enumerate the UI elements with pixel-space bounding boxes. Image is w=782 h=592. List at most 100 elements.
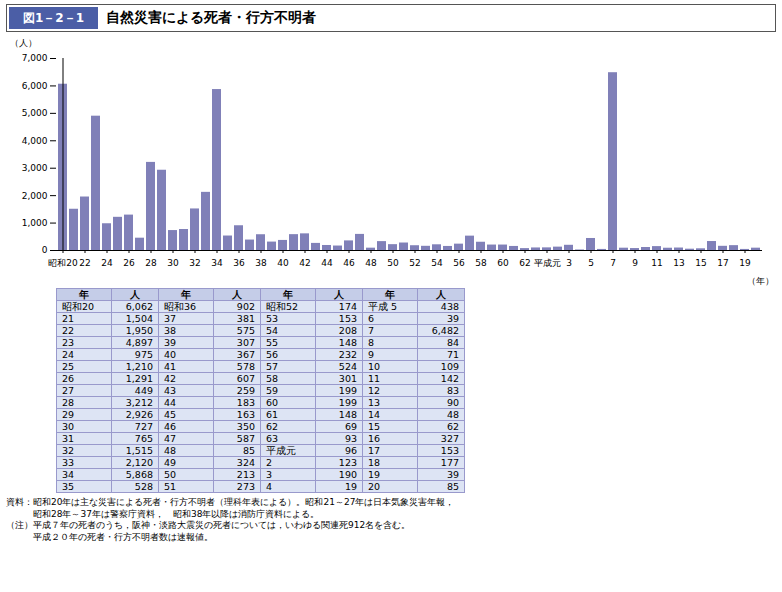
- html-text:259: 259: [236, 385, 255, 396]
- svg-text:26: 26: [123, 258, 135, 268]
- svg-text:19: 19: [739, 258, 751, 268]
- html-text:22: 22: [62, 325, 75, 336]
- svg-text:7: 7: [610, 258, 616, 268]
- svg-text:58: 58: [475, 258, 487, 268]
- html-text:43: 43: [164, 385, 177, 396]
- svg-text:24: 24: [101, 258, 113, 268]
- svg-text:54: 54: [431, 258, 443, 268]
- svg-text:28: 28: [145, 258, 157, 268]
- svg-text:11: 11: [651, 258, 662, 268]
- html-text:昭和20: 昭和20: [62, 301, 95, 312]
- html-text:148: 148: [338, 337, 357, 348]
- html-text:58: 58: [266, 373, 279, 384]
- html-text:37: 37: [164, 313, 177, 324]
- svg-text:44: 44: [321, 258, 333, 268]
- svg-text:15: 15: [695, 258, 706, 268]
- html-text:438: 438: [440, 301, 459, 312]
- html-text:1,291: 1,291: [125, 373, 153, 384]
- html-text:24: 24: [62, 349, 75, 360]
- svg-text:3,000: 3,000: [22, 163, 48, 173]
- html-text:367: 367: [236, 349, 255, 360]
- svg-text:平成元: 平成元: [534, 258, 561, 268]
- svg-text:2,000: 2,000: [22, 191, 48, 201]
- html-text:975: 975: [134, 349, 153, 360]
- html-text:55: 55: [266, 337, 279, 348]
- svg-text:56: 56: [453, 258, 465, 268]
- html-text:142: 142: [440, 373, 459, 384]
- svg-text:6,000: 6,000: [22, 81, 48, 91]
- svg-text:32: 32: [189, 258, 200, 268]
- html-text:21: 21: [62, 313, 75, 324]
- html-text:昭和36: 昭和36: [164, 301, 197, 312]
- html-text:381: 381: [236, 313, 255, 324]
- html-text:301: 301: [338, 373, 357, 384]
- html-text:54: 54: [266, 325, 279, 336]
- html-text:449: 449: [134, 385, 153, 396]
- html-text:524: 524: [338, 361, 357, 372]
- html-text:53: 53: [266, 313, 279, 324]
- svg-text:52: 52: [409, 258, 420, 268]
- svg-text:40: 40: [277, 258, 289, 268]
- html-text:図1－2－1: 図1－2－1: [23, 11, 85, 25]
- html-text:71: 71: [446, 349, 459, 360]
- html-text:153: 153: [338, 313, 357, 324]
- svg-text:5: 5: [588, 258, 594, 268]
- html-text:39: 39: [446, 313, 459, 324]
- html-text:56: 56: [266, 349, 279, 360]
- svg-text:17: 17: [717, 258, 728, 268]
- svg-text:3: 3: [566, 258, 572, 268]
- svg-text:22: 22: [79, 258, 90, 268]
- svg-text:5,000: 5,000: [22, 108, 48, 118]
- html-text:6,062: 6,062: [125, 301, 153, 312]
- html-text:25: 25: [62, 361, 75, 372]
- html-text:自然災害による死者・行方不明者: 自然災害による死者・行方不明者: [106, 9, 317, 25]
- svg-text:1,000: 1,000: [22, 218, 48, 228]
- html-text:40: 40: [164, 349, 177, 360]
- html-text:41: 41: [164, 361, 177, 372]
- html-text:578: 578: [236, 361, 255, 372]
- svg-text:9: 9: [632, 258, 638, 268]
- html-text:昭和52: 昭和52: [266, 301, 299, 312]
- html-text:109: 109: [440, 361, 459, 372]
- svg-text:7,000: 7,000: [22, 53, 48, 63]
- svg-text:4,000: 4,000: [22, 136, 48, 146]
- svg-text:48: 48: [365, 258, 377, 268]
- svg-text:13: 13: [673, 258, 684, 268]
- svg-text:（人）: （人）: [10, 38, 37, 48]
- html-text:6,482: 6,482: [431, 325, 459, 336]
- svg-text:38: 38: [255, 258, 267, 268]
- html-text:575: 575: [236, 325, 255, 336]
- svg-text:46: 46: [343, 258, 355, 268]
- html-text:10: 10: [368, 361, 381, 372]
- html-text:57: 57: [266, 361, 279, 372]
- html-text:208: 208: [338, 325, 357, 336]
- html-text:232: 232: [338, 349, 357, 360]
- html-text:27: 27: [62, 385, 75, 396]
- html-text:1,210: 1,210: [125, 361, 153, 372]
- html-text:174: 174: [338, 301, 357, 312]
- html-text:39: 39: [164, 337, 177, 348]
- svg-text:昭和20: 昭和20: [48, 258, 78, 268]
- html-text:38: 38: [164, 325, 177, 336]
- html-text:1,950: 1,950: [125, 325, 153, 336]
- html-text:607: 607: [236, 373, 255, 384]
- html-text:11: 11: [368, 373, 381, 384]
- svg-text:0: 0: [42, 245, 48, 255]
- html-text:26: 26: [62, 373, 75, 384]
- svg-text:34: 34: [211, 258, 223, 268]
- svg-text:36: 36: [233, 258, 245, 268]
- html-text:42: 42: [164, 373, 177, 384]
- html-text:4,897: 4,897: [125, 337, 153, 348]
- svg-text:42: 42: [299, 258, 310, 268]
- html-text:平成 5: 平成 5: [368, 301, 398, 312]
- svg-text:60: 60: [497, 258, 509, 268]
- html-text:84: 84: [446, 337, 459, 348]
- html-text:1,504: 1,504: [125, 313, 153, 324]
- html-text:23: 23: [62, 337, 75, 348]
- html-text:902: 902: [236, 301, 255, 312]
- html-text:307: 307: [236, 337, 255, 348]
- svg-text:62: 62: [519, 258, 530, 268]
- svg-text:（年）: （年）: [747, 276, 774, 286]
- svg-text:50: 50: [387, 258, 399, 268]
- svg-text:30: 30: [167, 258, 179, 268]
